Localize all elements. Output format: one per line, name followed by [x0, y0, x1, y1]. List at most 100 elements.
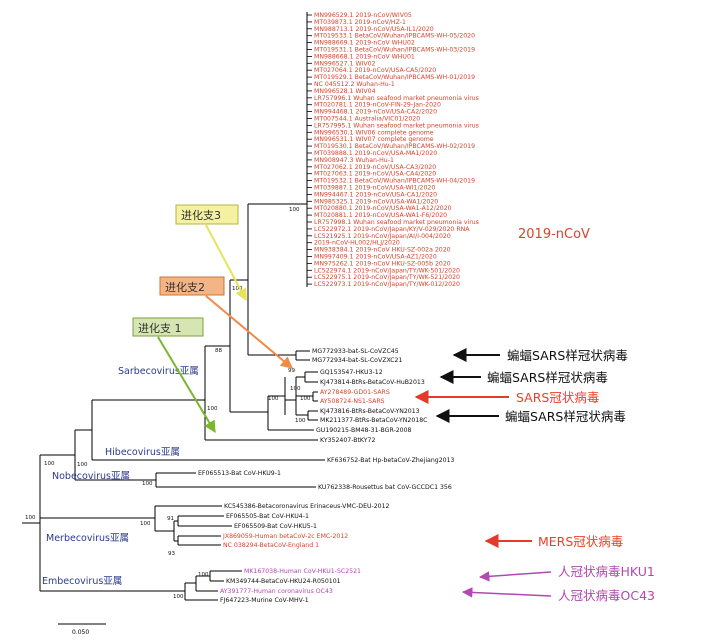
ncov-taxon-label: MT039887.1 2019-nCoV/USA-WI1/2020 [314, 185, 435, 192]
ncov-taxon-label: MT019532.1 BetaCoV/Wuhan/IPBCAMS-WH-04/2… [314, 178, 475, 185]
bootstrap-value: 100 [268, 396, 279, 402]
taxon-label: JX869059-Human betaCoV-2c EMC-2012 [222, 533, 348, 540]
lineage-1-callout: 进化支 1 [132, 317, 216, 434]
hku1-label: 人冠状病毒HKU1 [558, 564, 655, 579]
taxon-label: KF636752-Bat Hp-betaCoV-Zhejiang2013 [327, 457, 455, 464]
ncov-taxon-label: MN988669.1 2019-nCoV WHU02 [314, 40, 415, 47]
tree-branches [22, 12, 325, 601]
subgenus-embecovirus: Embecovirus亚属 [42, 576, 122, 587]
subgenus-labels: Sarbecovirus亚属 Hibecovirus亚属 Nobecovirus… [42, 366, 199, 587]
ncov-taxon-label: 2019-nCoV-HL002/HLJ/2020 [314, 240, 400, 247]
taxon-label: KU762338-Rousettus bat CoV-GCCDC1 356 [318, 484, 452, 491]
ncov-taxon-label: LC521925.1 2019-nCoV/Japan/AI/I-004/2020 [314, 233, 451, 240]
ncov-taxon-label: MN994468.1 2019-nCoV/USA-CA2/2020 [314, 109, 437, 116]
ncov-taxon-label: MT027063.1 2019-nCoV/USA-CA4/2020 [314, 171, 436, 178]
bootstrap-value: 100 [77, 462, 88, 468]
ncov-taxon-label: MT019533.1 BetaCoV/Wuhan/IPBCAMS-WH-05/2… [314, 33, 475, 40]
arrow-oc43 [461, 587, 552, 598]
subgenus-sarbecovirus: Sarbecovirus亚属 [118, 366, 199, 377]
ncov-taxon-label: LC522972.1 2019-nCoV/Japan/KY/V-029/2020… [314, 226, 470, 233]
oc43-label: 人冠状病毒OC43 [558, 588, 655, 603]
taxon-label: NC 038294-BetaCoV-England 1 [223, 542, 319, 549]
ncov-taxon-label: LR757998.1 Wuhan seafood market pneumoni… [314, 219, 479, 226]
subgenus-hibecovirus: Hibecovirus亚属 [105, 447, 180, 458]
ncov-taxon-label: MN996529.1 2019-nCoV/WIV05 [314, 12, 412, 19]
ncov-taxon-label: MN985325.1 2019-nCoV/USA-WA1/2020 [314, 198, 438, 205]
bat-sars-label-2: 蝙蝠SARS样冠状病毒 [487, 370, 608, 385]
taxon-label: KJ473814-BtRs-BetaCoV-HuB2013 [320, 379, 425, 386]
ncov-taxon-label: LC522975.1 2019-nCoV/Japan/TY/WK-521/202… [314, 274, 460, 281]
ncov-taxon-label: MN988668.1 2019-nCoV WHU01 [314, 53, 415, 60]
taxon-label: AY278489-GD01-SARS [320, 389, 390, 396]
right-annotations: 蝙蝠SARS样冠状病毒 蝙蝠SARS样冠状病毒 SARS冠状病毒 蝙蝠SARS样… [414, 348, 655, 603]
ncov-taxon-label: LC522974.1 2019-nCoV/Japan/TY/WK-501/202… [314, 267, 460, 274]
ncov-taxon-label: MT007544.1 Australia/VIC01/2020 [314, 116, 420, 123]
taxon-label: GQ153547-HKU3-12 [320, 369, 383, 376]
lineage-1-label: 进化支 1 [138, 321, 182, 335]
bat-sars-label-1: 蝙蝠SARS样冠状病毒 [507, 348, 628, 363]
bootstrap-value: 100 [25, 515, 36, 521]
bootstrap-value: 100 [289, 207, 300, 213]
ncov-taxon-label: MT019531.1 BetaCoV/Wuhan/IPBCAMS-WH-03/2… [314, 47, 475, 54]
lineage-3-label: 进化支3 [181, 208, 221, 222]
taxon-label: EF065513-Bat CoV-HKU9-1 [198, 470, 281, 477]
ncov-taxon-label: MN996531.1 WIV07 complete genome [314, 136, 434, 143]
ncov-taxon-label: MN988713.1 2019-nCoV/USA-IL1/2020 [314, 26, 434, 33]
lineage-2-label: 进化支2 [165, 280, 205, 294]
ncov-taxon-label: MN996528.1 WIV04 [314, 88, 376, 95]
taxon-label: KM349744-BetaCoV-HKU24-R050101 [226, 578, 341, 585]
sars-label: SARS冠状病毒 [516, 390, 599, 405]
ncov-taxon-label: MN994467.1 2019-nCoV/USA-CA1/2020 [314, 191, 437, 198]
bootstrap-value: 100 [300, 396, 311, 402]
taxon-label: KJ473816-BtRs-BetaCoV-YN2013 [320, 408, 420, 415]
lineage-3-arrow [205, 224, 247, 302]
taxon-label: AY508724-NS1-SARS [320, 398, 385, 405]
ncov-taxon-label: MT019530.1 BetaCoV/Wuhan/IPBCAMS-WH-02/2… [314, 143, 475, 150]
bootstrap-value: 88 [215, 348, 222, 354]
ncov-taxon-label: MN996530.1 WIV06 complete genome [314, 129, 434, 136]
bootstrap-value: 100 [142, 481, 153, 487]
bootstrap-value: 100 [290, 386, 301, 392]
subgenus-merbecovirus: Merbecovirus亚属 [46, 533, 129, 544]
subgenus-nobecovirus: Nobecovirus亚属 [52, 471, 130, 482]
taxon-label: EF065505-Bat CoV-HKU4-1 [226, 513, 309, 520]
ncov-taxon-label: MT020880.1 2019-nCoV/USA-WA1-A12/2020 [314, 205, 452, 212]
ncov-taxon-label: NC 045512.2 Wuhan-Hu-1 [314, 81, 395, 88]
taxon-label: MG772934-bat-SL-CoVZXC21 [312, 357, 402, 364]
taxon-label: EF065509-Bat CoV-HKU5-1 [234, 523, 317, 530]
ncov-taxon-label: MN938384.1 2019-nCoV HKU-SZ-002a 2020 [314, 247, 451, 254]
ncov-taxon-label: LR757995.1 Wuhan seafood market pneumoni… [314, 122, 479, 129]
bootstrap-value: 93 [168, 551, 175, 557]
ncov-taxon-label: MT027062.1 2019-nCoV/USA-CA3/2020 [314, 164, 436, 171]
arrow-hku1 [478, 571, 552, 582]
ncov-taxon-label: MT019529.1 BetaCoV/Wuhan/IPBCAMS-WH-01/2… [314, 74, 475, 81]
taxon-label: AY391777-Human coronavirus OC43 [220, 588, 333, 595]
mers-label: MERS冠状病毒 [538, 534, 623, 549]
ncov-clade-label: 2019-nCoV [518, 227, 590, 242]
taxon-label: MK167038-Human CoV-HKU1-SC2521 [244, 568, 361, 575]
scale-label: 0.050 [72, 629, 89, 636]
other-taxa: MG772933-bat-SL-CoVZC45 MG772934-bat-SL-… [198, 348, 455, 604]
bootstrap-value: 91 [167, 516, 174, 522]
lineage-3-callout: 进化支3 [175, 204, 247, 302]
ncov-taxon-label: LC522973.1 2019-nCoV/Japan/TY/WK-012/202… [314, 281, 460, 288]
taxon-label: FJ647223-Murine CoV-MHV-1 [220, 597, 309, 604]
bootstrap-value: 100 [198, 572, 209, 578]
bat-sars-label-3: 蝙蝠SARS样冠状病毒 [505, 409, 626, 424]
bootstrap-value: 100 [173, 594, 184, 600]
ncov-taxon-label: MT027064.1 2019-nCoV/USA-CA5/2020 [314, 67, 436, 74]
taxon-label: MG772933-bat-SL-CoVZC45 [312, 348, 399, 355]
bootstrap-value: 100 [207, 406, 218, 412]
ncov-taxon-label: MN975262.1 2019-nCoV HKU-SZ-005b 2020 [314, 260, 451, 267]
taxon-label: GU190215-BM48-31-BGR-2008 [316, 427, 412, 434]
bootstrap-value: 100 [140, 521, 151, 527]
ncov-taxon-label: MT020881.1 2019-nCoV/USA-WA1-F6/2020 [314, 212, 447, 219]
taxon-label: KC545386-Betacoronavirus Erinaceus-VMC-D… [224, 503, 390, 510]
ncov-taxon-label: MN908947.3 Wuhan-Hu-1 [314, 157, 394, 164]
ncov-taxon-label: LR757996.1 Wuhan seafood market pneumoni… [314, 95, 479, 102]
ncov-taxon-label: MT039873.1 2019-nCoV/HZ-1 [314, 19, 406, 26]
ncov-taxon-label: MT039888.1 2019-nCoV/USA-MA1/2020 [314, 150, 437, 157]
taxon-label: MK211377-BtRs-BetaCoV-YN2018C [320, 417, 427, 424]
